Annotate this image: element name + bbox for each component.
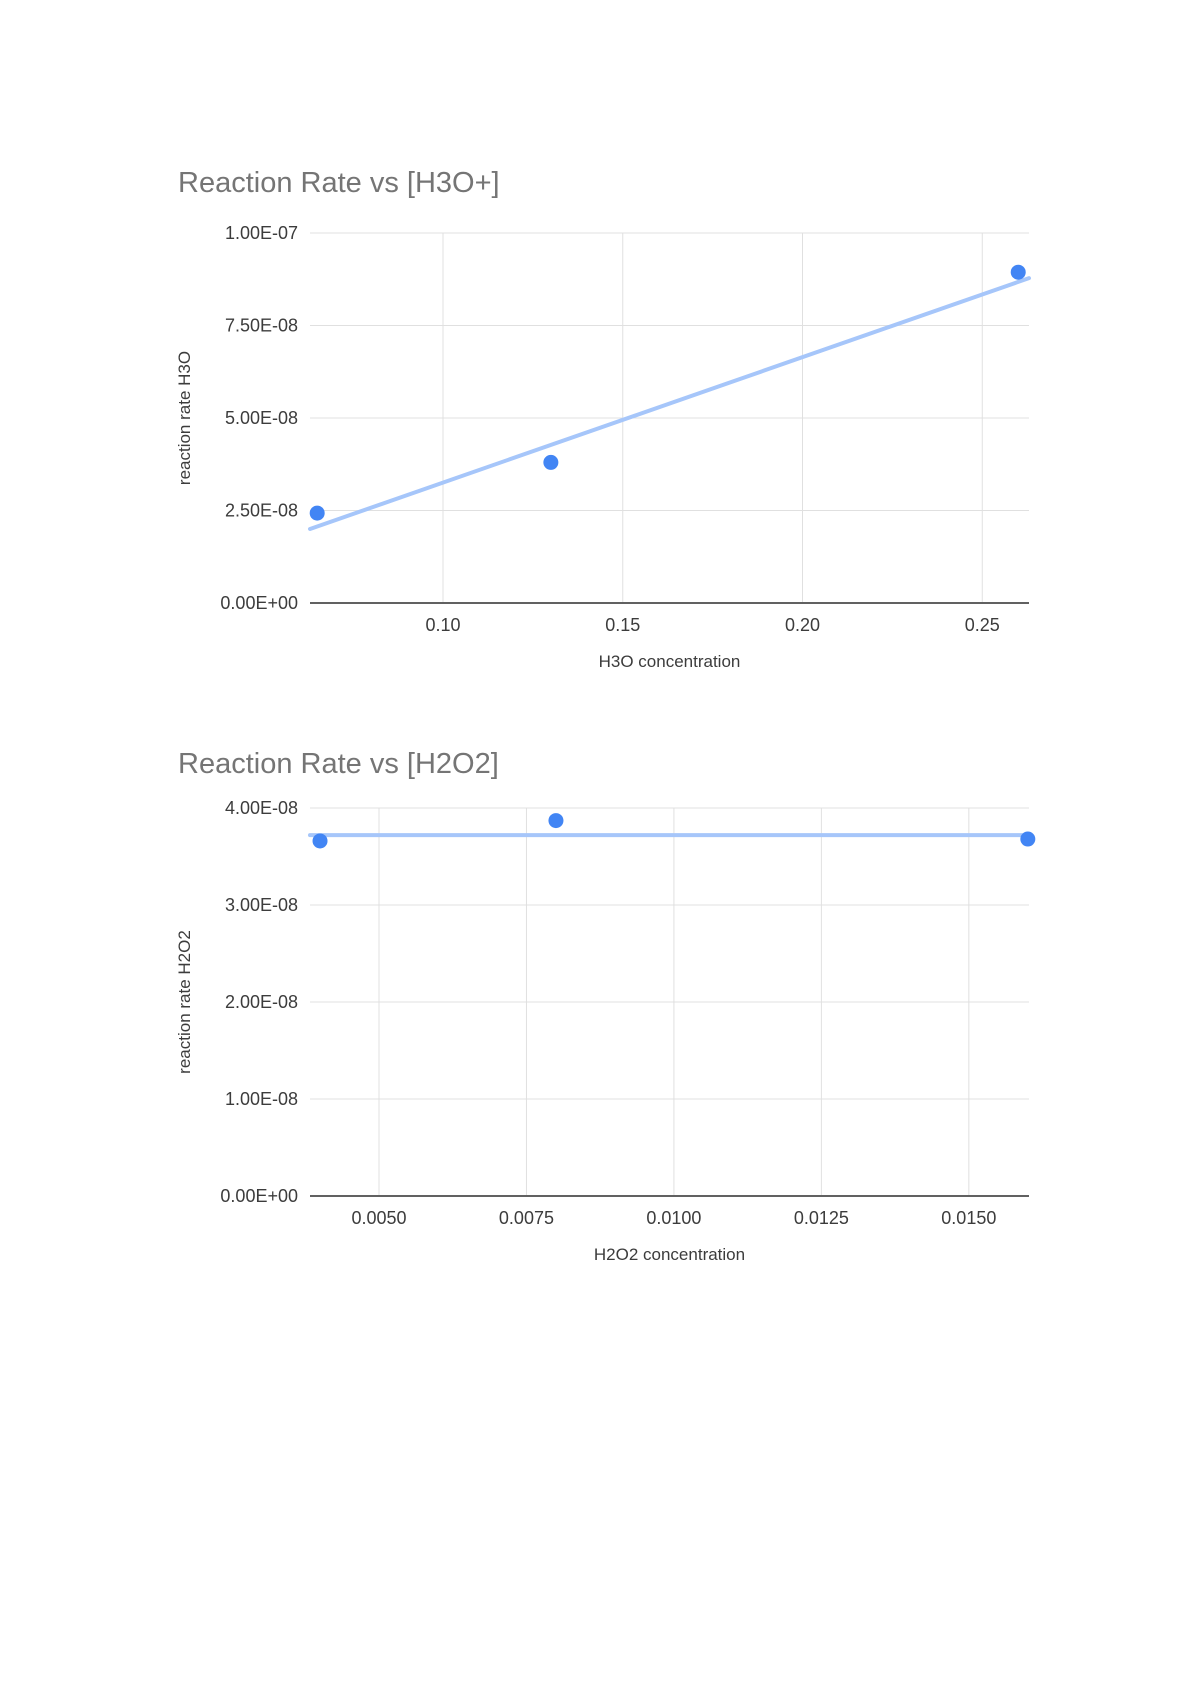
data-point [548, 813, 564, 829]
chart2-title: Reaction Rate vs [H2O2] [178, 748, 499, 780]
y-tick-label: 4.00E-08 [225, 798, 298, 818]
x-tick-label: 0.0100 [646, 1208, 701, 1228]
y-tick-label: 5.00E-08 [225, 408, 298, 428]
x-axis-title: H3O concentration [599, 652, 741, 671]
data-point [309, 505, 325, 521]
y-tick-label: 1.00E-08 [225, 1089, 298, 1109]
x-tick-label: 0.20 [785, 615, 820, 635]
data-point [312, 833, 328, 849]
x-tick-label: 0.0125 [794, 1208, 849, 1228]
x-tick-label: 0.0075 [499, 1208, 554, 1228]
x-tick-label: 0.0150 [941, 1208, 996, 1228]
data-point [1010, 264, 1026, 280]
trendline [308, 276, 1031, 531]
y-tick-label: 1.00E-07 [225, 223, 298, 243]
y-tick-label: 2.00E-08 [225, 992, 298, 1012]
x-tick-label: 0.15 [605, 615, 640, 635]
y-tick-label: 0.00E+00 [220, 593, 298, 613]
data-point [1020, 831, 1036, 847]
x-tick-label: 0.25 [965, 615, 1000, 635]
data-point [543, 454, 559, 470]
x-tick-label: 0.10 [425, 615, 460, 635]
y-axis-title: reaction rate H2O2 [175, 930, 194, 1074]
y-tick-label: 2.50E-08 [225, 501, 298, 521]
y-tick-label: 3.00E-08 [225, 895, 298, 915]
y-tick-label: 0.00E+00 [220, 1186, 298, 1206]
x-axis-title: H2O2 concentration [594, 1245, 745, 1264]
y-axis-title: reaction rate H3O [175, 351, 194, 485]
x-tick-label: 0.0050 [351, 1208, 406, 1228]
y-tick-label: 7.50E-08 [225, 316, 298, 336]
chart1-title: Reaction Rate vs [H3O+] [178, 167, 500, 199]
